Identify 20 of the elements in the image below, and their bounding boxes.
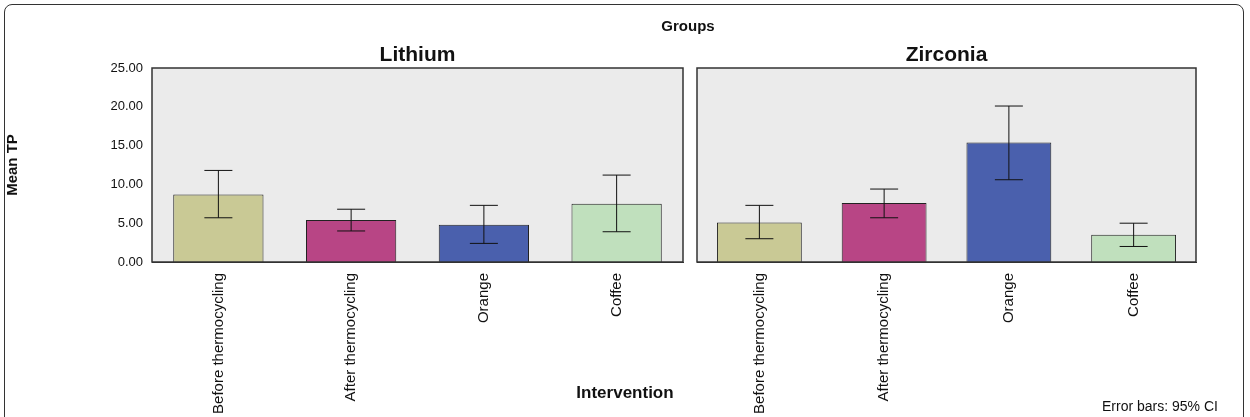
y-tick-label: 20.00 [110,98,143,114]
x-axis-title: Intervention [576,383,674,403]
y-axis-title: Mean TP [3,134,21,196]
x-tick-label: After thermocycling [874,273,892,402]
text: Error bars: 95% CI [1102,398,1218,414]
x-tick-label: Coffee [606,273,624,317]
y-tick-label: 0.00 [117,253,143,269]
y-tick-label: 15.00 [110,137,143,153]
x-tick-label: Before thermocycling [208,273,226,414]
chart-title: Lithium [379,42,456,66]
x-tick-label: Before thermocycling [749,273,767,414]
chart-title: Zirconia [905,42,988,66]
x-tick-label: Orange [474,273,492,324]
y-tick-label: 25.00 [110,59,143,75]
y-tick-label: 5.00 [117,214,143,230]
y-tick-label: 10.00 [110,175,143,191]
text: Groups [661,17,715,34]
x-tick-label: After thermocycling [341,273,359,402]
x-tick-label: Coffee [1123,273,1141,317]
x-tick-label: Orange [999,273,1017,324]
